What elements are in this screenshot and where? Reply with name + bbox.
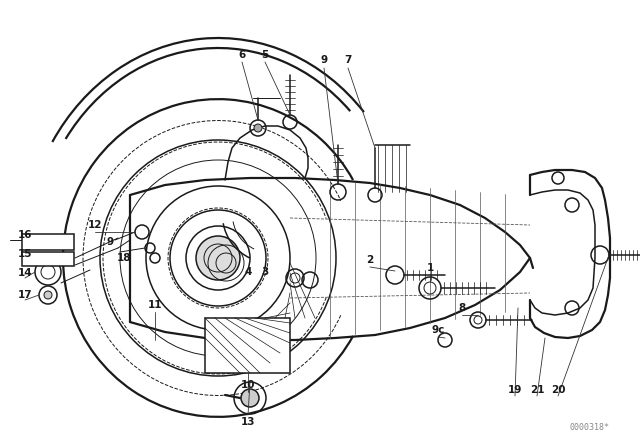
Text: 4: 4 (244, 267, 252, 277)
Bar (22, 252, 74, 266)
Text: 12: 12 (88, 220, 102, 230)
Circle shape (196, 236, 240, 280)
Text: 18: 18 (116, 253, 131, 263)
Text: 16: 16 (18, 230, 32, 240)
Bar (22, 234, 74, 250)
Text: 1: 1 (426, 263, 434, 273)
Text: 13: 13 (241, 417, 255, 427)
Text: 5: 5 (261, 50, 269, 60)
Text: 20: 20 (551, 385, 565, 395)
Text: 8: 8 (458, 303, 466, 313)
Text: 9: 9 (321, 55, 328, 65)
Text: 7: 7 (344, 55, 352, 65)
Text: 6: 6 (238, 50, 246, 60)
Text: 10: 10 (241, 380, 255, 390)
Text: 14: 14 (18, 268, 32, 278)
Circle shape (44, 291, 52, 299)
Text: 9c: 9c (431, 325, 445, 335)
Text: 19: 19 (508, 385, 522, 395)
Text: 15: 15 (18, 249, 32, 259)
Text: 0000318*: 0000318* (570, 423, 610, 432)
Text: 2: 2 (366, 255, 374, 265)
Circle shape (241, 389, 259, 407)
Circle shape (254, 124, 262, 132)
Text: 21: 21 (530, 385, 544, 395)
Text: 3: 3 (261, 267, 269, 277)
Text: 17: 17 (18, 290, 32, 300)
Text: 11: 11 (148, 300, 163, 310)
Bar (205, 318, 290, 373)
Text: 9: 9 (106, 237, 113, 247)
